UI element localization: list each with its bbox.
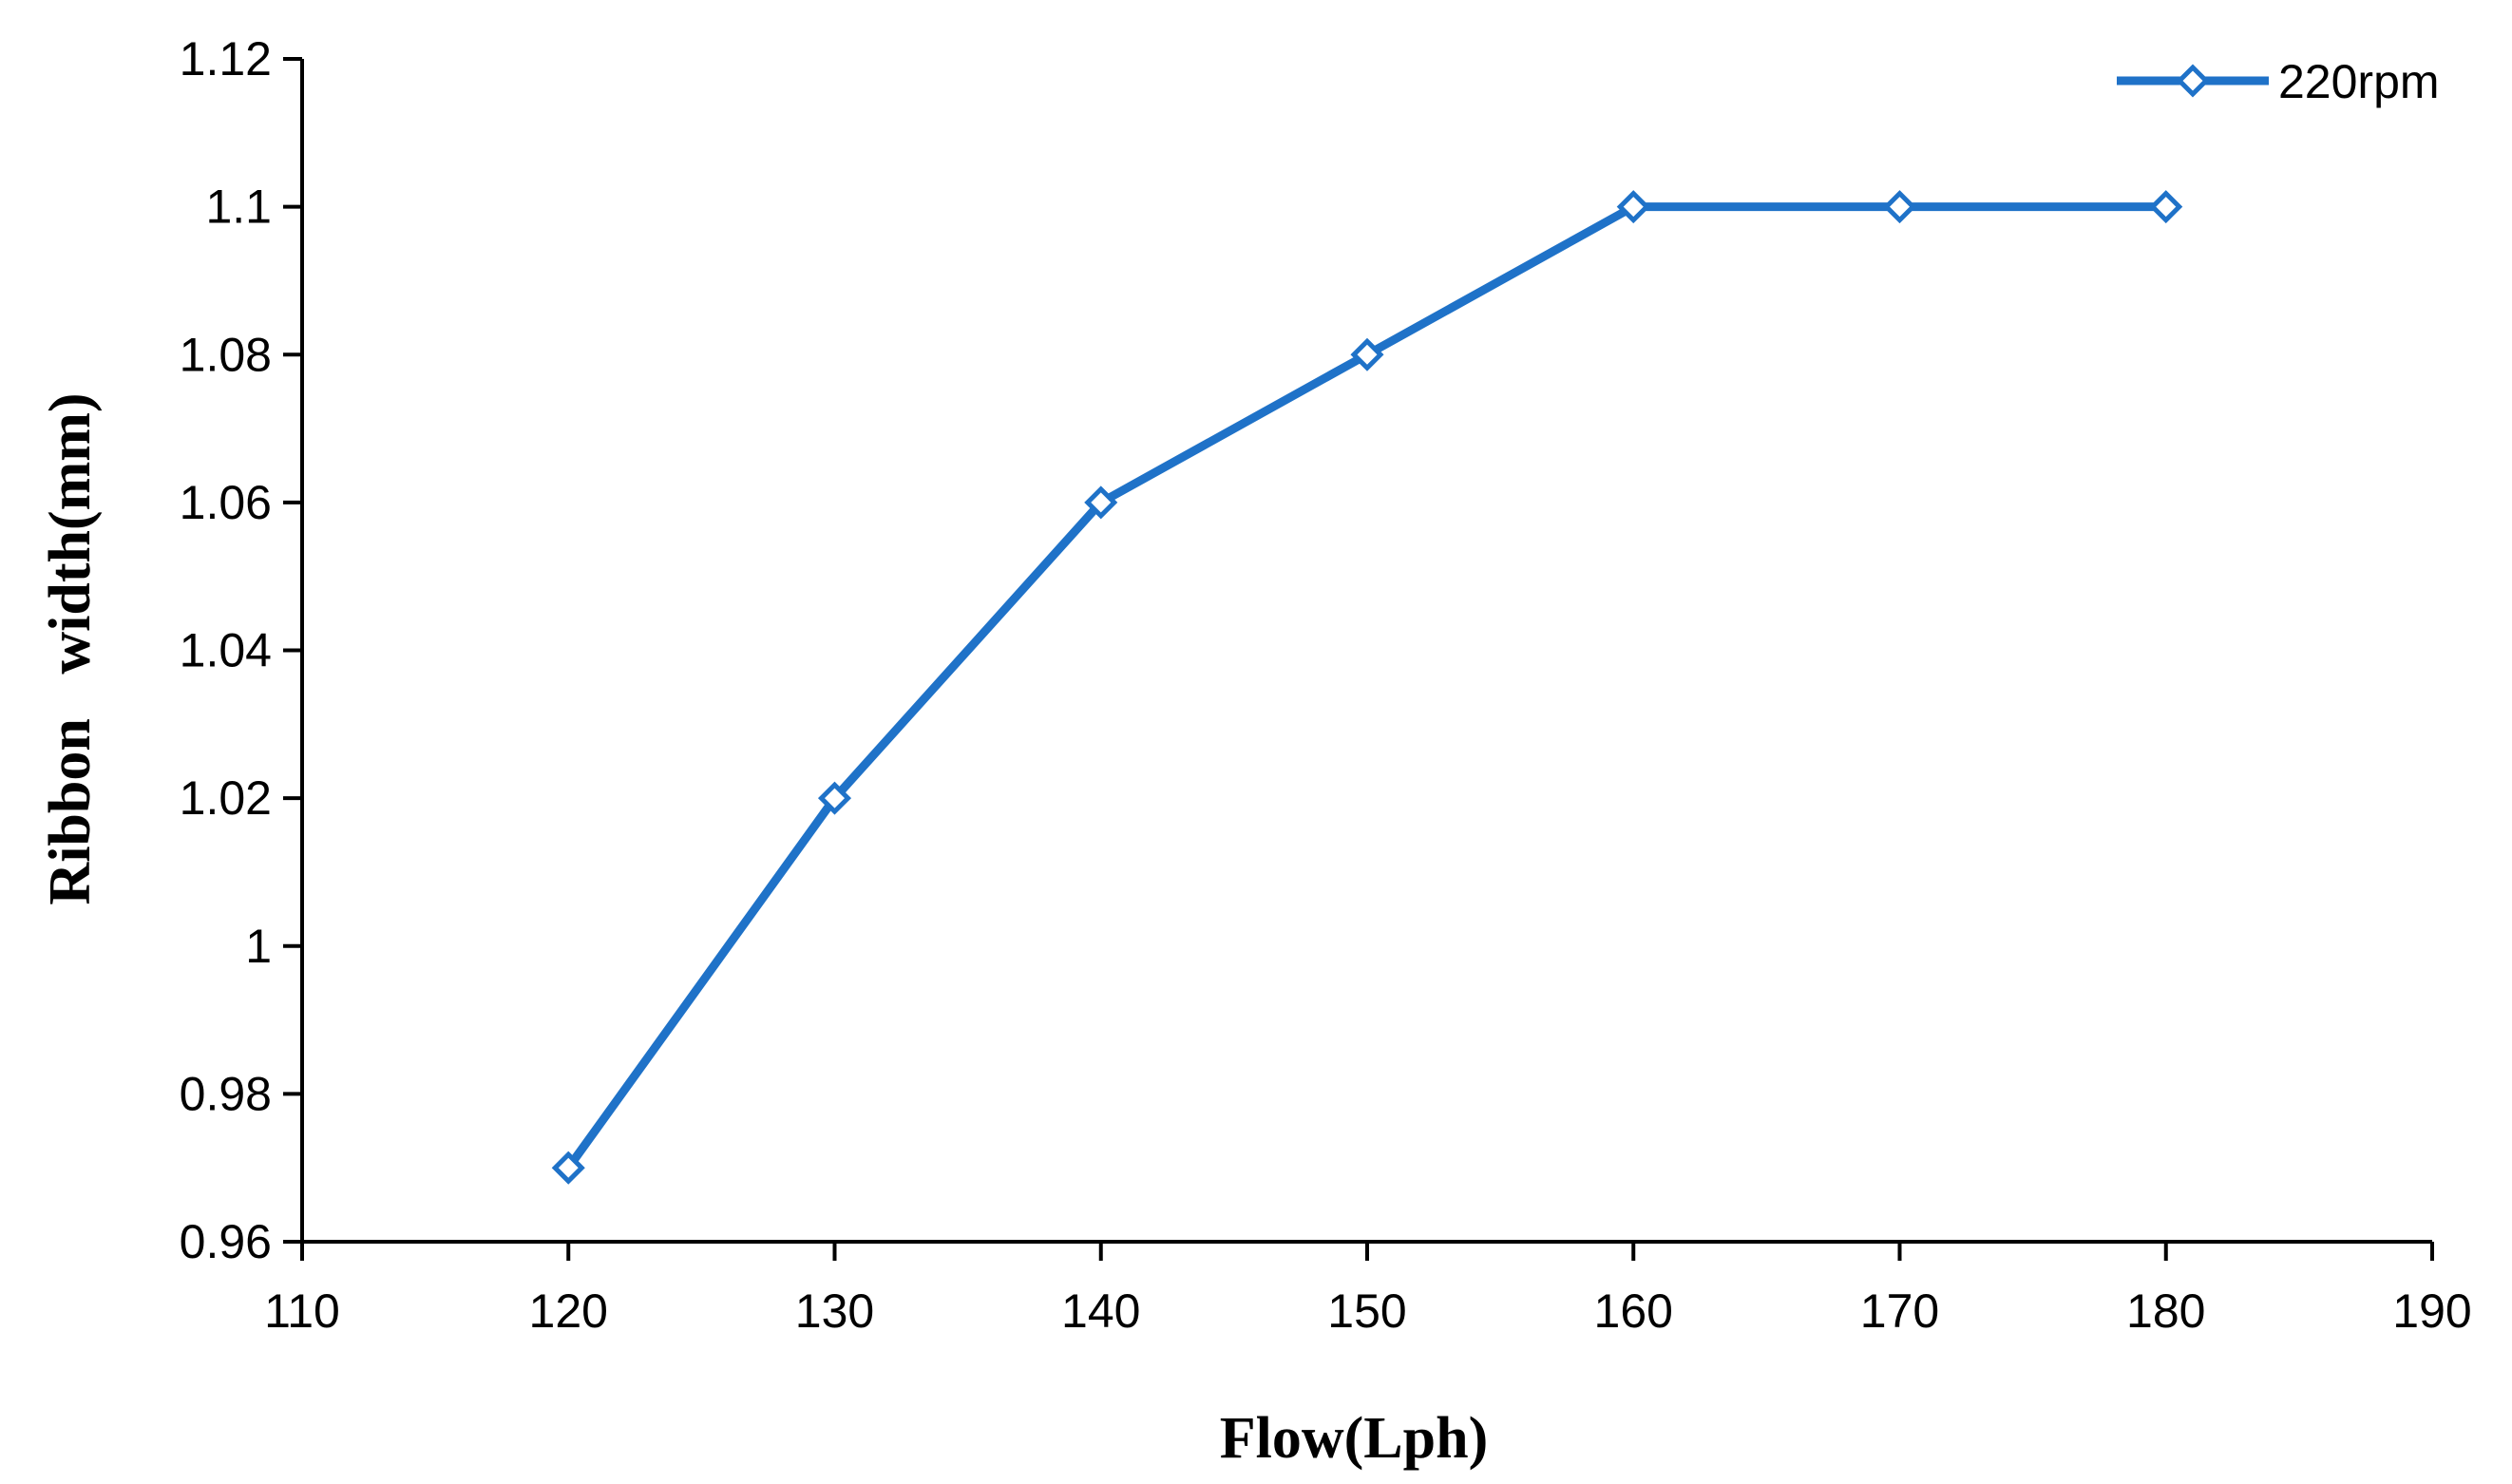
- data-point-marker: [551, 1151, 585, 1185]
- y-tick-label: 1.1: [205, 181, 272, 234]
- x-tick-label: 150: [1327, 1284, 1406, 1338]
- x-tick-label: 140: [1061, 1284, 1140, 1338]
- x-tick-label: 120: [529, 1284, 608, 1338]
- y-axis-title: Ribbon width(mm): [38, 392, 103, 904]
- y-tick-label: 1.04: [180, 624, 272, 677]
- data-point-marker: [1882, 190, 1917, 224]
- y-tick-label: 1.08: [180, 328, 272, 381]
- y-tick-label: 1.02: [180, 771, 272, 825]
- legend: 220rpm: [2117, 55, 2440, 108]
- y-tick-label: 1: [245, 920, 272, 973]
- y-tick-label: 0.96: [180, 1215, 272, 1268]
- data-point-marker: [1350, 337, 1384, 371]
- x-tick-label: 130: [795, 1284, 874, 1338]
- tick-labels: 0.96 0.98 1 1.02 1.04 1.06 1.08 1.1 1.12 110 120 13…: [180, 32, 2472, 1338]
- data-point-marker: [1616, 190, 1650, 224]
- x-tick-label: 160: [1594, 1284, 1673, 1338]
- data-point-marker: [2149, 190, 2183, 224]
- x-tick-label: 190: [2392, 1284, 2471, 1338]
- y-tick-label: 0.98: [180, 1067, 272, 1120]
- x-tick-label: 180: [2126, 1284, 2205, 1338]
- legend-marker-diamond-icon: [2176, 64, 2210, 98]
- series: [551, 190, 2183, 1185]
- data-point-marker: [817, 781, 852, 815]
- legend-label: 220rpm: [2278, 55, 2440, 108]
- x-tick-label: 110: [264, 1284, 340, 1338]
- y-tick-label: 1.06: [180, 476, 272, 529]
- axes: [283, 57, 2434, 1261]
- x-axis-title: Flow(Lph): [1220, 1406, 1488, 1471]
- y-tick-label: 1.12: [180, 32, 272, 86]
- data-point-marker: [1084, 485, 1118, 520]
- x-tick-label: 170: [1860, 1284, 1939, 1338]
